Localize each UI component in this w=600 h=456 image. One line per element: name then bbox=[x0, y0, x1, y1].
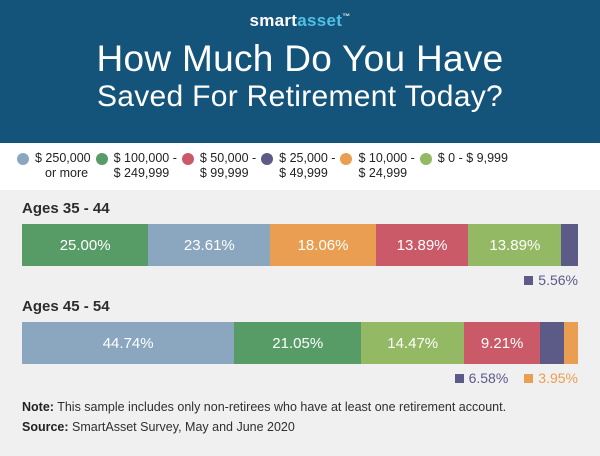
legend-label: $ 10,000 - $ 24,999 bbox=[358, 151, 414, 181]
legend: $ 250,000 or more $ 100,000 - $ 249,999 $ 50… bbox=[0, 143, 600, 190]
legend-item: $ 50,000 - $ 99,999 bbox=[181, 151, 256, 181]
segment-value-label: 23.61% bbox=[183, 236, 235, 254]
source-text: Source: SmartAsset Survey, May and June … bbox=[22, 420, 578, 434]
bar-segment: 23.61% bbox=[148, 224, 271, 266]
bar-segment: 9.21% bbox=[464, 322, 541, 364]
age-group-label: Ages 35 - 44 bbox=[22, 200, 110, 217]
page-title-line2: Saved For Retirement Today? bbox=[96, 80, 504, 114]
page-title-line1: How Much Do You Have bbox=[96, 38, 504, 79]
legend-label: $ 0 - $ 9,999 bbox=[438, 151, 508, 166]
legend-square-icon bbox=[524, 373, 534, 383]
source-body: SmartAsset Survey, May and June 2020 bbox=[72, 420, 295, 434]
legend-color-dot-icon bbox=[17, 153, 29, 165]
legend-label-line2: $ 249,999 bbox=[113, 166, 170, 180]
legend-label-line1: $ 250,000 bbox=[35, 151, 91, 165]
legend-color-dot-icon bbox=[95, 153, 108, 165]
legend-label: $ 250,000 or more bbox=[35, 151, 91, 181]
legend-label-line1: $ 10,000 - bbox=[358, 151, 415, 165]
legend-label: $ 100,000 - $ 249,999 bbox=[114, 151, 177, 181]
segment-value-label: 14.47% bbox=[387, 334, 439, 352]
header: smartasset™ How Much Do You Have Saved F… bbox=[0, 0, 600, 143]
legend-label-line2: $ 49,999 bbox=[279, 166, 328, 180]
bar-segment: 21.05% bbox=[234, 322, 362, 364]
outside-value-label: 6.58% bbox=[454, 370, 509, 386]
legend-item: $ 25,000 - $ 49,999 bbox=[261, 151, 335, 181]
trademark-symbol: ™ bbox=[342, 12, 351, 22]
legend-label-line2: or more bbox=[45, 166, 89, 180]
bar-segment: 13.89% bbox=[375, 224, 469, 266]
age-group: Ages 35 - 44 25.00% 23.61% 18.06% 13.89% 13.8… bbox=[22, 200, 578, 288]
legend-label: $ 25,000 - $ 49,999 bbox=[279, 151, 335, 181]
segment-value-label: 21.05% bbox=[272, 334, 324, 352]
segment-value-label: 44.74% bbox=[102, 334, 154, 352]
segment-value-label: 18.06% bbox=[297, 236, 349, 254]
legend-label: $ 50,000 - $ 99,999 bbox=[200, 151, 256, 181]
segment-value-label: 13.89% bbox=[489, 236, 541, 254]
legend-label-line2: $ 24,999 bbox=[358, 166, 408, 180]
age-group: Ages 45 - 54 44.74% 21.05% 14.47% 9.21% 6.58%… bbox=[22, 298, 579, 386]
legend-item: $ 10,000 - $ 24,999 bbox=[340, 151, 415, 181]
outside-value-label: 3.95% bbox=[524, 370, 578, 386]
legend-label-line1: $ 0 - $ 9,999 bbox=[437, 151, 508, 165]
smartasset-logo: smartasset™ bbox=[0, 11, 600, 31]
stacked-bar: 44.74% 21.05% 14.47% 9.21% bbox=[22, 322, 579, 364]
legend-color-dot-icon bbox=[419, 153, 432, 165]
segment-value-label: 13.89% bbox=[396, 236, 448, 254]
note-body: This sample includes only non-retirees w… bbox=[57, 400, 507, 414]
legend-color-dot-icon bbox=[340, 153, 353, 165]
bar-groups: Ages 35 - 44 25.00% 23.61% 18.06% 13.89% 13.8… bbox=[22, 200, 579, 386]
note-text: Note: This sample includes only non-reti… bbox=[22, 400, 578, 414]
chart-body: Ages 35 - 44 25.00% 23.61% 18.06% 13.89% 13.8… bbox=[0, 190, 600, 456]
legend-item: $ 250,000 or more bbox=[17, 151, 91, 181]
legend-color-dot-icon bbox=[181, 153, 194, 165]
outside-value-text: 3.95% bbox=[538, 370, 578, 386]
bar-segment bbox=[561, 224, 578, 266]
bar-segment bbox=[563, 322, 579, 364]
legend-square-icon bbox=[454, 373, 464, 383]
source-label: Source: bbox=[22, 420, 69, 434]
segment-value-label: 25.00% bbox=[59, 236, 111, 254]
stacked-bar: 25.00% 23.61% 18.06% 13.89% 13.89% bbox=[22, 224, 578, 266]
outside-value-text: 5.56% bbox=[538, 272, 578, 288]
bar-segment: 13.89% bbox=[468, 224, 562, 266]
legend-label-line1: $ 25,000 - bbox=[279, 151, 336, 165]
legend-item: $ 0 - $ 9,999 bbox=[419, 151, 508, 166]
note-label: Note: bbox=[22, 400, 54, 414]
legend-label-line1: $ 50,000 - bbox=[199, 151, 257, 165]
legend-label-line1: $ 100,000 - bbox=[113, 151, 177, 165]
bar-segment bbox=[540, 322, 564, 364]
legend-label-line2: $ 99,999 bbox=[199, 166, 249, 180]
legend-color-dot-icon bbox=[261, 153, 274, 165]
outside-value-text: 6.58% bbox=[468, 370, 509, 386]
bar-segment: 14.47% bbox=[361, 322, 465, 364]
outside-labels: 5.56% bbox=[22, 272, 578, 288]
logo-text-smart: smart bbox=[249, 11, 298, 30]
outside-labels: 6.58% 3.95% bbox=[22, 370, 578, 386]
bar-segment: 44.74% bbox=[22, 322, 235, 364]
logo-accent: asset bbox=[297, 11, 343, 30]
age-group-label: Ages 45 - 54 bbox=[22, 298, 110, 315]
segment-value-label: 9.21% bbox=[480, 334, 524, 352]
legend-item: $ 100,000 - $ 249,999 bbox=[95, 151, 177, 181]
legend-square-icon bbox=[524, 275, 534, 285]
bar-segment: 25.00% bbox=[22, 224, 149, 266]
outside-value-label: 5.56% bbox=[524, 272, 578, 288]
bar-segment: 18.06% bbox=[270, 224, 376, 266]
